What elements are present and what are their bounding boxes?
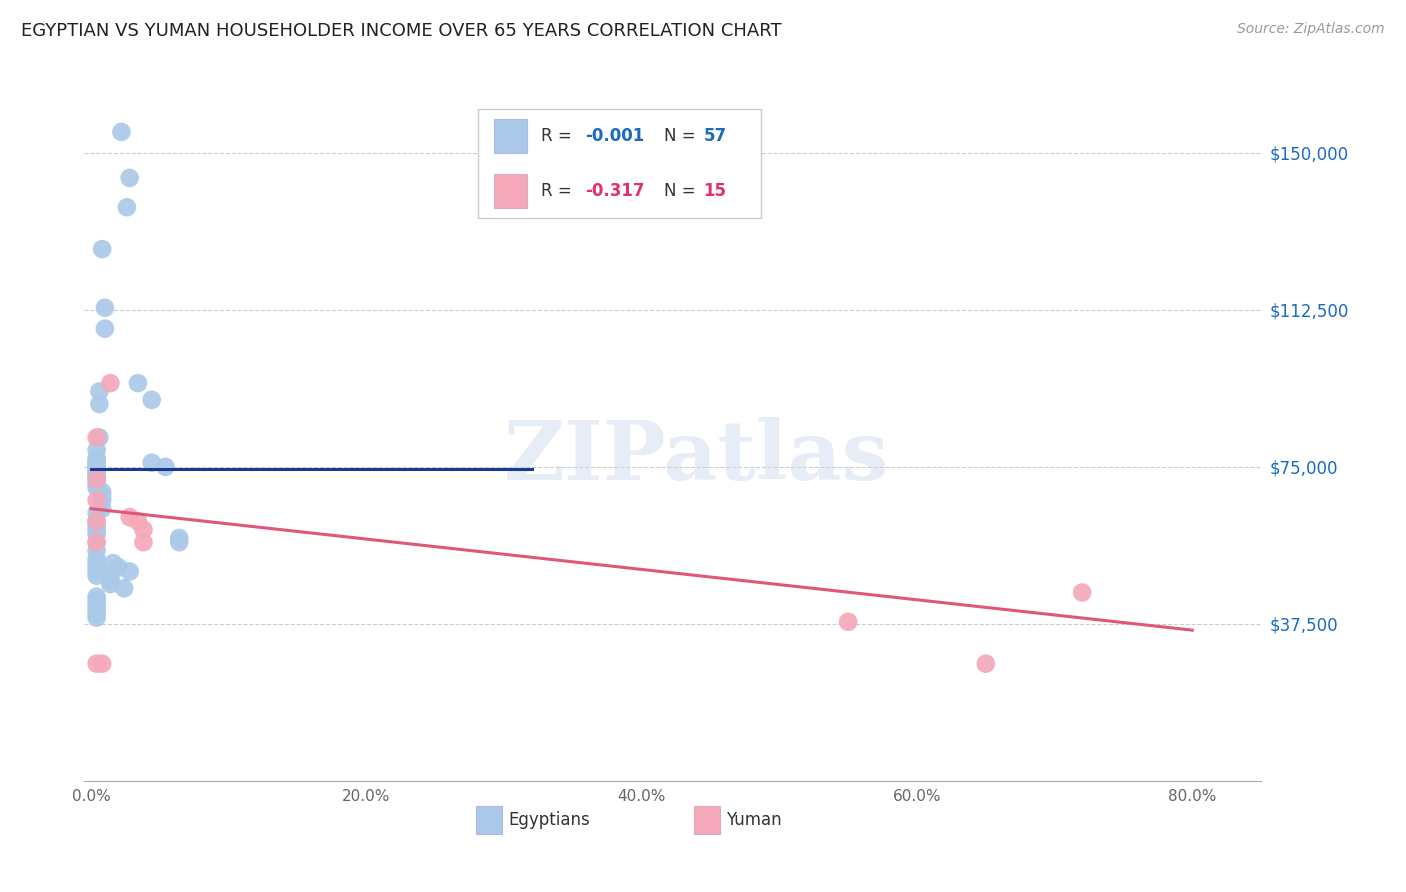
FancyBboxPatch shape	[477, 805, 502, 834]
Point	[127, 514, 149, 528]
Point	[118, 565, 141, 579]
Point	[115, 200, 138, 214]
Point	[89, 431, 111, 445]
Point	[86, 481, 108, 495]
Point	[837, 615, 859, 629]
Point	[100, 577, 122, 591]
Text: -0.001: -0.001	[585, 128, 645, 145]
FancyBboxPatch shape	[494, 174, 527, 208]
Point	[91, 657, 114, 671]
Point	[86, 556, 108, 570]
Text: N =: N =	[665, 182, 702, 200]
FancyBboxPatch shape	[478, 109, 761, 219]
Point	[86, 543, 108, 558]
Text: -0.317: -0.317	[585, 182, 645, 200]
Point	[86, 590, 108, 604]
Point	[91, 501, 114, 516]
Point	[974, 657, 997, 671]
Point	[91, 489, 114, 503]
Point	[86, 468, 108, 483]
Point	[155, 459, 177, 474]
Point	[110, 125, 132, 139]
Point	[86, 514, 108, 528]
Text: 57: 57	[703, 128, 727, 145]
Point	[86, 518, 108, 533]
Point	[91, 242, 114, 256]
Point	[86, 466, 108, 480]
Point	[86, 431, 108, 445]
Point	[86, 568, 108, 582]
Point	[86, 443, 108, 458]
Text: N =: N =	[665, 128, 702, 145]
Point	[94, 301, 117, 315]
Text: R =: R =	[541, 128, 576, 145]
Point	[86, 451, 108, 466]
Text: R =: R =	[541, 182, 576, 200]
Point	[86, 610, 108, 624]
Point	[132, 535, 155, 549]
Point	[86, 594, 108, 608]
Point	[94, 321, 117, 335]
Point	[86, 453, 108, 467]
Point	[86, 464, 108, 478]
Point	[167, 531, 190, 545]
Point	[86, 552, 108, 566]
Point	[167, 535, 190, 549]
Point	[86, 602, 108, 616]
Point	[86, 462, 108, 476]
Point	[141, 456, 163, 470]
Text: Yuman: Yuman	[725, 811, 782, 829]
Point	[86, 514, 108, 528]
Point	[86, 456, 108, 470]
Point	[118, 510, 141, 524]
Point	[101, 556, 124, 570]
Point	[127, 376, 149, 390]
Point	[141, 392, 163, 407]
Point	[132, 523, 155, 537]
Point	[86, 535, 108, 549]
Point	[100, 568, 122, 582]
Point	[100, 376, 122, 390]
Point	[86, 476, 108, 491]
FancyBboxPatch shape	[693, 805, 720, 834]
Point	[86, 526, 108, 541]
Point	[86, 535, 108, 549]
Point	[86, 657, 108, 671]
Text: Source: ZipAtlas.com: Source: ZipAtlas.com	[1237, 22, 1385, 37]
Point	[86, 607, 108, 621]
Point	[86, 459, 108, 474]
Point	[86, 472, 108, 486]
Point	[91, 485, 114, 500]
Point	[86, 506, 108, 520]
Point	[112, 582, 135, 596]
Text: 15: 15	[703, 182, 727, 200]
Point	[1071, 585, 1094, 599]
Point	[86, 523, 108, 537]
Point	[118, 170, 141, 185]
Point	[86, 598, 108, 612]
Text: EGYPTIAN VS YUMAN HOUSEHOLDER INCOME OVER 65 YEARS CORRELATION CHART: EGYPTIAN VS YUMAN HOUSEHOLDER INCOME OVE…	[21, 22, 782, 40]
Point	[107, 560, 129, 574]
Point	[86, 458, 108, 472]
Point	[86, 493, 108, 508]
Point	[86, 565, 108, 579]
Text: Egyptians: Egyptians	[508, 811, 589, 829]
Point	[86, 472, 108, 486]
Point	[100, 573, 122, 587]
Point	[86, 560, 108, 574]
Point	[91, 493, 114, 508]
Text: ZIPatlas: ZIPatlas	[503, 417, 889, 498]
Point	[89, 384, 111, 399]
Point	[89, 397, 111, 411]
FancyBboxPatch shape	[494, 120, 527, 153]
